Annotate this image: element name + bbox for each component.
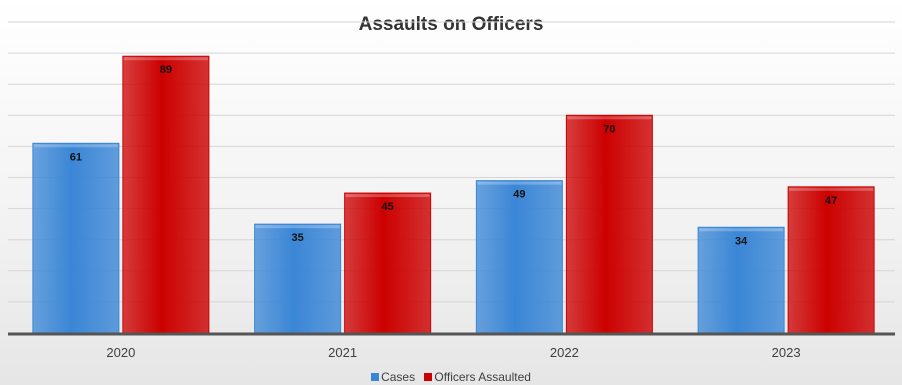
bar-highlight — [567, 116, 652, 120]
bar-officers-assaulted-2022 — [565, 114, 653, 334]
bar-cases-2022 — [475, 180, 563, 334]
x-tick-label-2023: 2023 — [772, 345, 801, 360]
data-label-cases-2020: 61 — [70, 151, 82, 163]
legend-entry-officers-assaulted: Officers Assaulted — [424, 370, 531, 384]
data-label-officers-assaulted-2020: 89 — [160, 64, 172, 76]
legend-swatch-cases — [371, 373, 380, 381]
legend-label-officers-assaulted: Officers Assaulted — [434, 370, 531, 384]
legend-entry-cases: Cases — [371, 370, 415, 384]
legend: Cases Officers Assaulted — [0, 370, 902, 384]
x-tick-label-2020: 2020 — [106, 345, 135, 360]
bar-highlight — [255, 225, 340, 229]
x-tick-label-2022: 2022 — [550, 345, 579, 360]
data-label-cases-2021: 35 — [292, 232, 304, 244]
bar-cases-2023 — [697, 226, 785, 334]
bar-cases-2021 — [254, 223, 342, 334]
bar-cases-2020 — [32, 142, 120, 334]
bar-highlight — [123, 57, 208, 61]
data-label-officers-assaulted-2022: 70 — [603, 123, 615, 135]
bar-officers-assaulted-2020 — [122, 55, 210, 334]
bar-highlight — [345, 194, 430, 198]
data-label-officers-assaulted-2023: 47 — [825, 195, 837, 207]
x-tick-label-2021: 2021 — [328, 345, 357, 360]
data-label-officers-assaulted-2021: 45 — [382, 201, 394, 213]
bar-highlight — [789, 187, 874, 191]
chart-title: Assaults on Officers — [358, 14, 544, 35]
bar-highlight — [477, 181, 562, 185]
data-label-cases-2023: 34 — [735, 235, 748, 247]
bar-highlight — [699, 228, 784, 232]
bar-officers-assaulted-2021 — [344, 192, 432, 334]
legend-swatch-officers-assaulted — [424, 373, 433, 381]
legend-label-cases: Cases — [381, 370, 416, 384]
bar-highlight — [33, 144, 118, 148]
data-label-cases-2022: 49 — [513, 189, 525, 201]
bar-officers-assaulted-2023 — [787, 186, 875, 334]
